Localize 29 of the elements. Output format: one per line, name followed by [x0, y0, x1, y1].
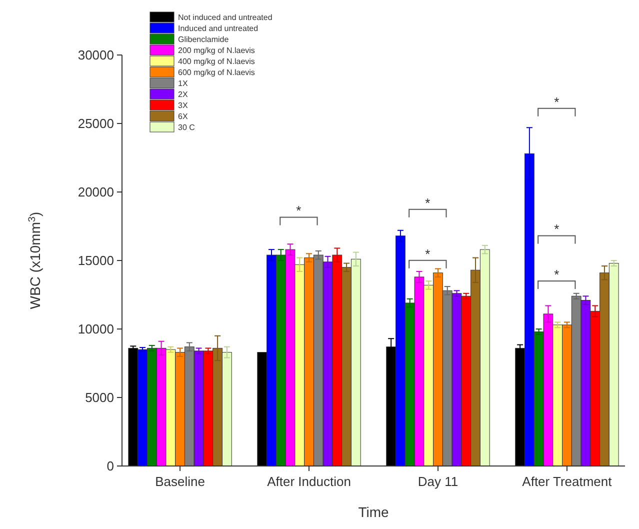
annotation: * [425, 246, 430, 262]
legend-label: Induced and untreated [178, 24, 258, 33]
legend-label: 200 mg/kg of N.laevis [178, 46, 255, 55]
legend-label: 30 C [178, 123, 196, 132]
annotation: * [296, 203, 302, 218]
legend-label: Glibenclamide [178, 35, 230, 44]
legend-label: 400 mg/kg of N.laevis [178, 57, 255, 66]
legend-label: 6X [178, 112, 188, 121]
legend-label: 2X [178, 90, 188, 99]
x-tick-label: After Treatment [522, 474, 612, 489]
y-tick-label: 10000 [78, 322, 114, 337]
x-tick-label: Baseline [155, 474, 205, 489]
x-axis-title: Time [358, 504, 390, 520]
y-tick-label: 0 [106, 458, 114, 474]
legend-label: 600 mg/kg of N.laevis [178, 68, 255, 77]
annotation: * [554, 222, 560, 237]
legend-label: 3X [178, 101, 188, 110]
legend-label: 1X [178, 79, 188, 88]
y-tick-label: 30000 [78, 48, 114, 63]
legend-label: Not induced and untreated [178, 13, 272, 22]
x-tick-label: Day 11 [418, 474, 458, 489]
annotation: * [425, 195, 430, 210]
y-tick-label: 5000 [85, 390, 114, 406]
annotation: * [554, 94, 560, 110]
y-tick-label: 20000 [78, 184, 114, 200]
annotation: * [554, 266, 560, 282]
x-tick-label: After Induction [267, 474, 351, 489]
y-tick-label: 15000 [78, 253, 114, 268]
y-tick-label: 25000 [78, 116, 114, 132]
